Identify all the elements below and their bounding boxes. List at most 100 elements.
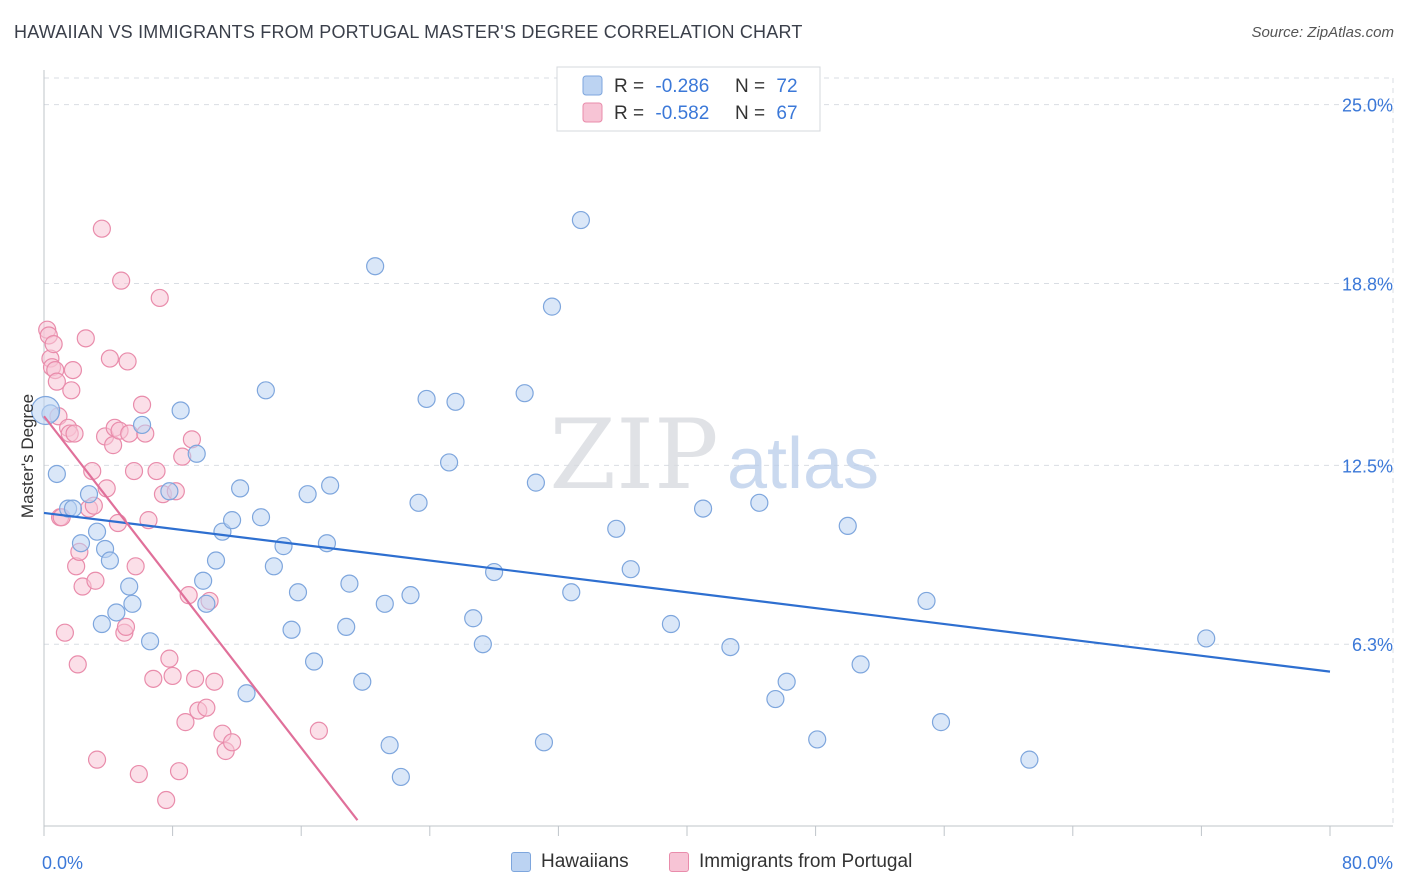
point-portugal-66 xyxy=(309,721,328,740)
point-hawaiians-13 xyxy=(132,415,152,435)
trend-lines xyxy=(43,415,1331,821)
point-portugal-42 xyxy=(132,395,152,414)
point-portugal-62 xyxy=(205,672,224,691)
point-hawaiians-57 xyxy=(621,560,640,579)
point-hawaiians-6 xyxy=(87,522,107,541)
point-hawaiians-48 xyxy=(473,635,492,654)
point-portugal-51 xyxy=(163,666,182,686)
point-hawaiians-3 xyxy=(63,499,83,518)
legend-n-value-2: 67 xyxy=(776,103,797,124)
point-hawaiians-40 xyxy=(380,736,399,755)
legend: R = -0.286 N = 72 R = -0.582 N = 67 xyxy=(556,66,821,132)
point-hawaiians-11 xyxy=(120,577,139,596)
bottom-legend-label-hawaiians: Hawaiians xyxy=(541,851,629,872)
point-hawaiians-25 xyxy=(251,508,271,527)
point-hawaiians-50 xyxy=(515,384,534,403)
series-hawaiians xyxy=(31,210,1216,787)
point-portugal-17 xyxy=(68,655,87,674)
point-hawaiians-10 xyxy=(107,603,126,622)
y-tick-label-1: 12.5% xyxy=(1342,456,1393,476)
point-portugal-47 xyxy=(150,288,169,308)
point-hawaiians-39 xyxy=(375,594,394,613)
series-immigrants-from-portugal xyxy=(38,219,328,810)
point-portugal-36 xyxy=(116,617,136,637)
point-portugal-39 xyxy=(124,461,144,481)
point-hawaiians-1 xyxy=(47,464,66,484)
point-portugal-34 xyxy=(112,271,131,290)
svg-text:R = -0.286: R = -0.286 xyxy=(614,76,709,97)
point-hawaiians-36 xyxy=(340,574,359,593)
point-hawaiians-22 xyxy=(222,511,242,530)
bottom-legend-label-portugal: Immigrants from Portugal xyxy=(699,851,913,872)
point-portugal-37 xyxy=(118,352,137,371)
trend-line-portugal xyxy=(43,415,359,821)
point-hawaiians-66 xyxy=(851,655,870,674)
point-hawaiians-23 xyxy=(231,479,250,498)
y-tick-label-3: 25.0% xyxy=(1342,96,1393,116)
point-portugal-6 xyxy=(47,372,66,391)
trend-line-hawaiians xyxy=(43,511,1331,673)
point-hawaiians-64 xyxy=(808,730,827,749)
bottom-legend: Hawaiians Immigrants from Portugal xyxy=(0,851,1406,879)
point-hawaiians-42 xyxy=(401,586,420,605)
point-portugal-41 xyxy=(129,764,148,784)
point-hawaiians-27 xyxy=(264,557,283,576)
point-hawaiians-62 xyxy=(766,689,785,709)
legend-r-label-2: R = xyxy=(614,103,644,124)
point-hawaiians-58 xyxy=(661,614,681,634)
point-hawaiians-71 xyxy=(31,395,61,426)
point-hawaiians-55 xyxy=(571,210,591,230)
point-portugal-15 xyxy=(65,424,84,443)
point-hawaiians-35 xyxy=(337,617,356,637)
point-hawaiians-34 xyxy=(321,476,340,495)
bottom-legend-swatch-hawaiians xyxy=(511,852,531,872)
point-hawaiians-30 xyxy=(288,583,308,602)
axes xyxy=(43,70,1393,836)
point-hawaiians-60 xyxy=(721,637,740,657)
legend-n-value-1: 72 xyxy=(776,76,797,97)
y-axis-label: Master's Degree xyxy=(18,394,37,518)
point-portugal-58 xyxy=(186,669,205,688)
point-hawaiians-4 xyxy=(71,534,91,553)
point-hawaiians-51 xyxy=(526,473,545,492)
point-portugal-25 xyxy=(87,750,107,769)
point-hawaiians-45 xyxy=(439,453,459,472)
gridlines xyxy=(44,77,1394,826)
legend-swatch-portugal xyxy=(582,102,603,123)
watermark-atlas: atlas xyxy=(727,424,879,504)
point-hawaiians-52 xyxy=(534,733,554,752)
point-hawaiians-38 xyxy=(366,257,385,276)
point-hawaiians-12 xyxy=(123,594,142,613)
point-hawaiians-44 xyxy=(417,389,436,409)
point-hawaiians-70 xyxy=(1197,629,1216,648)
point-hawaiians-29 xyxy=(282,620,301,639)
point-portugal-40 xyxy=(126,557,145,576)
point-hawaiians-56 xyxy=(607,519,626,538)
point-portugal-65 xyxy=(222,733,242,752)
watermark: ZIP atlas xyxy=(549,399,879,511)
svg-text:R = -0.582: R = -0.582 xyxy=(614,103,709,124)
point-hawaiians-5 xyxy=(79,485,99,504)
legend-r-value-1: -0.286 xyxy=(655,76,709,97)
legend-n-label-2: N = xyxy=(735,103,765,124)
legend-swatch-hawaiians xyxy=(582,75,603,96)
point-portugal-45 xyxy=(144,669,163,688)
point-portugal-26 xyxy=(92,219,111,238)
point-hawaiians-65 xyxy=(838,516,857,536)
legend-r-label-1: R = xyxy=(614,76,644,97)
point-portugal-53 xyxy=(169,762,189,781)
watermark-zip: ZIP xyxy=(549,399,718,511)
y-tick-label-0: 6.3% xyxy=(1352,635,1393,655)
chart-title: HAWAIIAN VS IMMIGRANTS FROM PORTUGAL MAS… xyxy=(14,22,803,42)
point-hawaiians-20 xyxy=(206,551,226,570)
point-hawaiians-67 xyxy=(917,591,936,611)
point-hawaiians-15 xyxy=(160,482,179,501)
point-hawaiians-46 xyxy=(446,392,465,411)
point-hawaiians-19 xyxy=(197,594,216,613)
bottom-legend-hawaiians: Hawaiians xyxy=(511,851,629,873)
point-hawaiians-43 xyxy=(409,493,428,512)
point-portugal-49 xyxy=(157,790,176,810)
point-hawaiians-28 xyxy=(274,537,293,556)
point-portugal-14 xyxy=(63,360,83,380)
